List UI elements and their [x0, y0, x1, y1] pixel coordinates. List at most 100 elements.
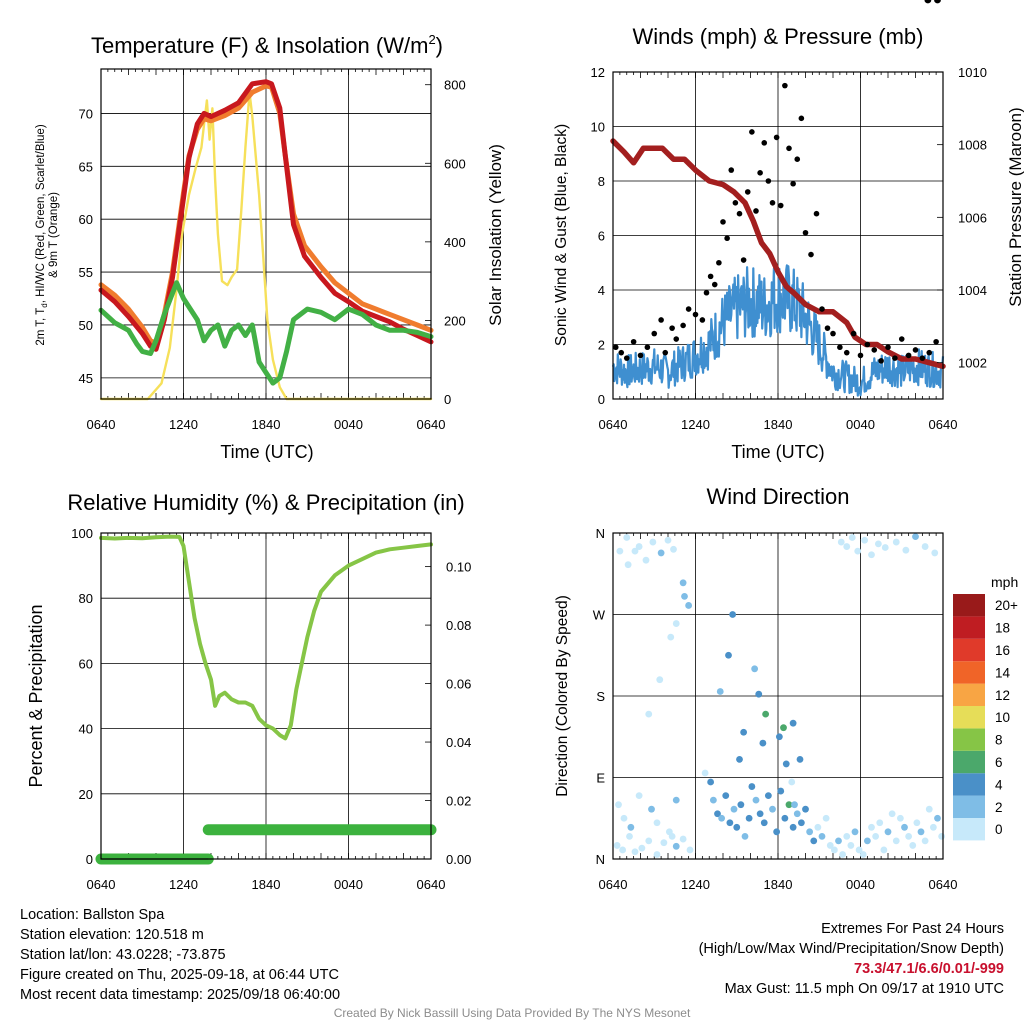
recent-timestamp: Most recent data timestamp: 2025/09/18 0… — [20, 987, 341, 1003]
direction-point — [830, 846, 838, 854]
gust-point — [878, 358, 884, 364]
legend-swatch — [953, 683, 985, 706]
gust-point — [885, 344, 891, 351]
direction-point — [859, 851, 867, 858]
x-tick-label: 1840 — [764, 877, 793, 892]
direction-point — [924, 0, 932, 4]
direction-point — [810, 837, 818, 845]
direction-point — [729, 611, 737, 618]
legend-swatch — [953, 706, 985, 729]
direction-point — [874, 540, 882, 548]
direction-point — [913, 819, 921, 827]
direction-point — [764, 792, 772, 800]
y-tick-label: W — [593, 608, 606, 623]
y-tick-label: 10 — [591, 120, 605, 135]
direction-point — [848, 534, 856, 541]
y2-tick-label: 0.08 — [446, 618, 471, 633]
extremes-values: 73.3/47.1/6.6/0.01/-999 — [854, 961, 1004, 977]
direction-point — [793, 810, 801, 818]
gust-point — [926, 349, 933, 356]
x-tick-label: 1840 — [252, 877, 281, 892]
direction-point — [888, 810, 896, 818]
direction-point — [642, 556, 650, 564]
y2-tick-label: 1006 — [958, 210, 987, 225]
direction-point — [868, 551, 875, 559]
y-tick-label: 60 — [79, 212, 93, 227]
gust-point — [794, 156, 801, 162]
y-tick-label: 12 — [591, 65, 605, 80]
y-tick-label: 100 — [71, 526, 93, 541]
gust-point — [813, 210, 820, 217]
gust-point — [871, 347, 878, 353]
direction-point — [851, 828, 859, 836]
direction-point — [631, 848, 639, 856]
legend-swatch — [953, 728, 985, 751]
speed-legend: mph 0 2 4 6 8 10 12 14 16 18 20+ — [953, 574, 1018, 841]
direction-point — [635, 792, 643, 800]
direction-title: Wind Direction — [706, 484, 849, 509]
gust-point — [830, 330, 836, 337]
gust-point — [662, 349, 669, 356]
humidity-panel: Relative Humidity (%) & Precipitation (i… — [26, 490, 471, 892]
gust-point — [711, 281, 718, 288]
direction-point — [791, 801, 798, 809]
gust-point — [850, 330, 857, 337]
x-tick-label: 0640 — [599, 877, 628, 892]
y-tick-label: 60 — [79, 656, 93, 671]
humidity-ylabel: Percent & Precipitation — [26, 604, 46, 787]
gust-point — [761, 140, 768, 146]
direction-point — [902, 546, 910, 554]
direction-point — [701, 769, 709, 777]
x-tick-label: 0640 — [599, 417, 628, 432]
direction-point — [769, 805, 776, 813]
gust-point — [744, 189, 751, 195]
y2-tick-label: 600 — [444, 156, 466, 171]
y-tick-label: 45 — [79, 371, 93, 386]
legend-label: 14 — [995, 665, 1011, 680]
y-tick-label: 6 — [598, 229, 605, 244]
direction-point — [929, 823, 937, 831]
direction-point — [624, 561, 632, 569]
max-gust: Max Gust: 11.5 mph On 09/17 at 1910 UTC — [724, 981, 1004, 997]
legend-swatch — [953, 661, 985, 684]
y-tick-label: 70 — [79, 106, 93, 121]
direction-point — [876, 819, 884, 827]
gust-point — [673, 336, 680, 342]
direction-point — [892, 837, 900, 845]
temperature-xlabel: Time (UTC) — [220, 442, 313, 462]
direction-panel: Wind Direction Direction (Colored By Spe… — [554, 0, 1018, 892]
y2-tick-label: 0.00 — [446, 852, 471, 867]
y-tick-label: N — [596, 852, 605, 867]
gust-points — [612, 82, 939, 364]
direction-point — [653, 819, 661, 827]
y2-tick-label: 1008 — [958, 138, 987, 153]
humidity-title: Relative Humidity (%) & Precipitation (i… — [67, 490, 464, 515]
x-tick-label: 0640 — [87, 417, 116, 432]
direction-point — [868, 823, 875, 831]
direction-point — [741, 832, 749, 840]
gust-point — [749, 129, 755, 135]
direction-point — [657, 549, 665, 557]
gust-point — [765, 178, 772, 184]
x-tick-label: 0040 — [846, 877, 875, 892]
direction-point — [726, 819, 734, 827]
direction-point — [668, 832, 676, 840]
y-tick-label: 55 — [79, 265, 93, 280]
insolation-line — [99, 91, 433, 401]
direction-point — [748, 783, 756, 790]
y-tick-label: 2 — [598, 338, 605, 353]
y-tick-label: 65 — [79, 159, 93, 174]
direction-point — [679, 579, 687, 587]
legend-title: mph — [991, 574, 1018, 590]
direction-point — [880, 846, 888, 854]
gust-point — [644, 344, 651, 351]
y-tick-label: 0 — [86, 852, 93, 867]
gust-point — [618, 349, 625, 356]
direction-point — [797, 819, 805, 827]
direction-point — [615, 801, 622, 809]
gust-point — [912, 347, 919, 353]
direction-point — [756, 810, 764, 818]
direction-point — [847, 842, 855, 849]
direction-point — [653, 851, 661, 858]
